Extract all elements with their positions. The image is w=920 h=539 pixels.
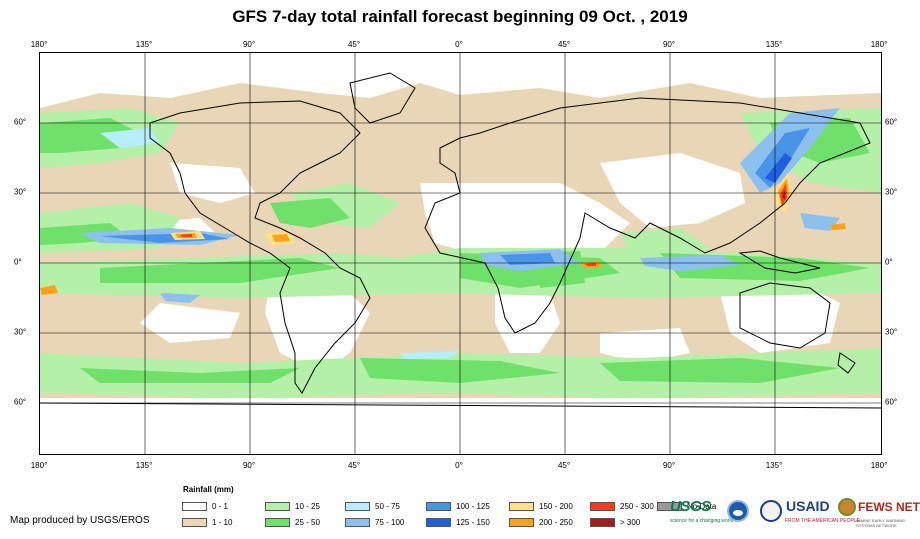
lat-label-right: 0° bbox=[885, 257, 893, 267]
lon-label-bottom: 45° bbox=[347, 461, 361, 470]
lat-label-left: 0° bbox=[14, 257, 22, 267]
lon-label-top: 180° bbox=[30, 40, 48, 49]
legend-item: 10 - 25 bbox=[265, 502, 320, 511]
legend-item: 0 - 1 bbox=[182, 502, 228, 511]
legend-title: Rainfall (mm) bbox=[183, 485, 234, 494]
legend-item: 150 - 200 bbox=[509, 502, 573, 511]
lon-label-bottom: 90° bbox=[242, 461, 256, 470]
lon-label-bottom: 180° bbox=[30, 461, 48, 470]
fews-logo: FEWS NET bbox=[838, 498, 920, 516]
legend-item: 100 - 125 bbox=[426, 502, 490, 511]
lon-label-top: 45° bbox=[557, 40, 571, 49]
dhs-seal-icon bbox=[760, 500, 782, 522]
legend-swatch bbox=[590, 502, 615, 511]
legend-item: 250 - 300 bbox=[590, 502, 654, 511]
lon-label-bottom: 45° bbox=[557, 461, 571, 470]
legend-item: > 300 bbox=[590, 518, 640, 527]
legend-item: 50 - 75 bbox=[345, 502, 400, 511]
legend-swatch bbox=[590, 518, 615, 527]
usaid-logo: USAID bbox=[786, 498, 830, 514]
usgs-logo-text: USGS bbox=[670, 498, 711, 515]
lon-label-top: 90° bbox=[662, 40, 676, 49]
lon-label-bottom: 180° bbox=[870, 461, 888, 470]
legend-swatch bbox=[182, 502, 207, 511]
lon-label-top: 0° bbox=[455, 40, 463, 49]
legend-swatch bbox=[265, 502, 290, 511]
lat-label-left: 60° bbox=[14, 397, 27, 407]
legend-swatch bbox=[657, 502, 682, 511]
legend-label: 100 - 125 bbox=[456, 502, 490, 511]
legend-label: 0 - 1 bbox=[212, 502, 229, 511]
usaid-logo-text: USAID bbox=[786, 498, 830, 514]
legend-swatch bbox=[265, 518, 290, 527]
legend-swatch bbox=[426, 518, 451, 527]
legend-swatch bbox=[509, 502, 534, 511]
legend-label: 75 - 100 bbox=[375, 518, 405, 527]
legend-label: 25 - 50 bbox=[295, 518, 320, 527]
coastlines bbox=[40, 72, 881, 409]
lat-label-right: 30° bbox=[885, 327, 898, 337]
map-title: GFS 7-day total rainfall forecast beginn… bbox=[232, 7, 688, 26]
legend-label: 250 - 300 bbox=[620, 502, 654, 511]
legend-item: No Data bbox=[657, 502, 716, 511]
lat-label-right: 60° bbox=[885, 397, 898, 407]
legend-swatch bbox=[509, 518, 534, 527]
lon-label-bottom: 135° bbox=[765, 461, 783, 470]
legend-label: 50 - 75 bbox=[375, 502, 400, 511]
legend-swatch bbox=[182, 518, 207, 527]
lon-label-bottom: 90° bbox=[662, 461, 676, 470]
legend-label: 125 - 150 bbox=[456, 518, 490, 527]
usgs-tagline: science for a changing world bbox=[670, 518, 734, 524]
fews-logo-text: FEWS NET bbox=[858, 500, 920, 514]
lat-label-right: 60° bbox=[885, 117, 898, 127]
legend-item: 200 - 250 bbox=[509, 518, 573, 527]
rainfall-map[interactable] bbox=[39, 52, 882, 455]
lon-label-top: 135° bbox=[765, 40, 783, 49]
fews-tagline: FAMINE EARLY WARNING SYSTEMS NETWORK bbox=[856, 518, 906, 528]
map-credit: Map produced by USGS/EROS bbox=[10, 515, 150, 526]
lon-label-bottom: 0° bbox=[455, 461, 463, 470]
lat-label-right: 30° bbox=[885, 187, 898, 197]
fews-globe-icon bbox=[838, 498, 856, 516]
legend-item: 1 - 10 bbox=[182, 518, 232, 527]
legend-label: 10 - 25 bbox=[295, 502, 320, 511]
legend-label: 1 - 10 bbox=[212, 518, 233, 527]
legend-item: 75 - 100 bbox=[345, 518, 404, 527]
legend-label: 200 - 250 bbox=[539, 518, 573, 527]
legend-item: 25 - 50 bbox=[265, 518, 320, 527]
lat-label-left: 30° bbox=[14, 187, 27, 197]
lat-label-left: 60° bbox=[14, 117, 27, 127]
usgs-logo: USGS bbox=[670, 498, 711, 515]
lat-label-left: 30° bbox=[14, 327, 27, 337]
legend-label: 150 - 200 bbox=[539, 502, 573, 511]
lon-label-bottom: 135° bbox=[135, 461, 153, 470]
usaid-tagline: FROM THE AMERICAN PEOPLE bbox=[785, 518, 860, 524]
lon-label-top: 180° bbox=[870, 40, 888, 49]
legend-label: > 300 bbox=[620, 518, 641, 527]
lon-label-top: 45° bbox=[347, 40, 361, 49]
legend-swatch bbox=[345, 518, 370, 527]
legend-item: 125 - 150 bbox=[426, 518, 490, 527]
legend-swatch bbox=[426, 502, 451, 511]
rainfall-map-canvas bbox=[40, 53, 881, 454]
legend-swatch bbox=[345, 502, 370, 511]
lon-label-top: 90° bbox=[242, 40, 256, 49]
legend-label: No Data bbox=[687, 502, 717, 511]
lon-label-top: 135° bbox=[135, 40, 153, 49]
noaa-seal-icon bbox=[727, 500, 749, 522]
